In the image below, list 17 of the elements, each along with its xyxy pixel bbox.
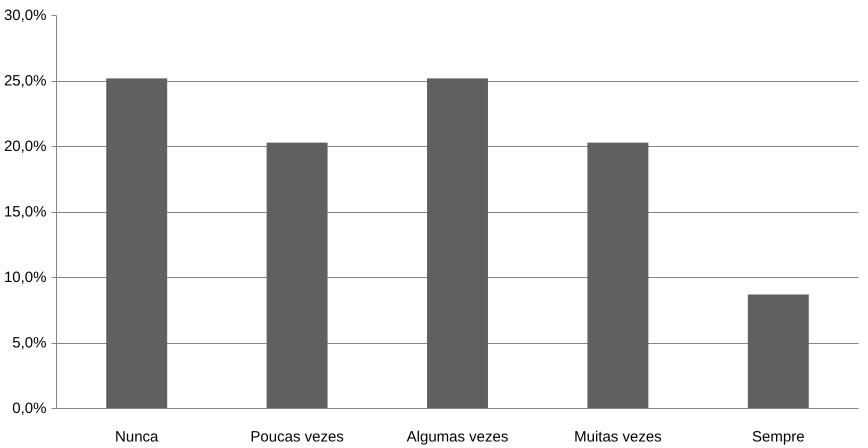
- y-tick-label: 15,0%: [4, 204, 47, 220]
- x-tick-label: Nunca: [115, 428, 160, 446]
- x-tick-label: Poucas vezes: [250, 428, 344, 446]
- y-tick-label: 10,0%: [4, 269, 47, 286]
- bar: [106, 78, 168, 408]
- y-tick-label: 5,0%: [12, 334, 47, 352]
- bar: [427, 78, 488, 408]
- y-tick-label: 30,0%: [4, 7, 47, 24]
- x-tick-label: Algumas vezes: [406, 428, 508, 446]
- y-tick-label: 20,0%: [4, 138, 47, 155]
- x-tick-label: Sempre: [752, 428, 805, 446]
- x-tick-label: Muitas vezes: [574, 428, 662, 446]
- bar: [587, 142, 648, 408]
- y-tick-label: 25,0%: [4, 72, 47, 90]
- bar: [748, 294, 809, 408]
- bar: [266, 142, 328, 408]
- y-tick-label: 0,0%: [12, 400, 47, 417]
